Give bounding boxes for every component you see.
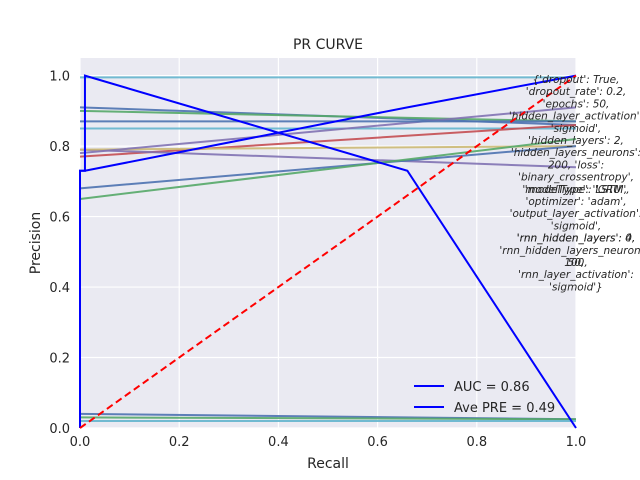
annotation-line-6: 'hidden_layers_neurons': xyxy=(511,147,640,159)
annotation-line-2: 'epochs': 50, xyxy=(543,98,610,110)
background-lines xyxy=(79,76,577,422)
annotation-line-11: 'output_layer_activation': xyxy=(510,208,640,220)
series-lines xyxy=(79,74,577,429)
y-axis-title: Precision xyxy=(28,212,44,274)
y-tick-label-3: 0.6 xyxy=(49,211,70,226)
annotation-line-4: 'sigmoid', xyxy=(551,123,601,135)
x-tick-label-1: 0.2 xyxy=(169,435,190,450)
annotation-overlap-1: 'rnn_hidden_layers': 0, xyxy=(517,233,636,245)
legend: AUC = 0.86 Ave PRE = 0.49 xyxy=(414,380,555,416)
series-line-1 xyxy=(79,74,577,428)
background-line-7 xyxy=(79,145,577,190)
y-tick-label-4: 0.8 xyxy=(49,140,70,155)
legend-label-ave-pre: Ave PRE = 0.49 xyxy=(454,401,555,416)
annotation-line-1: 'dropout_rate': 0.2, xyxy=(526,86,627,98)
x-tick-labels: 0.0 0.2 0.4 0.6 0.8 1.0 xyxy=(70,435,587,450)
annotation-line-7: 200, 'loss': xyxy=(548,159,604,171)
background-line-8 xyxy=(79,138,577,200)
annotation-line-12: 'sigmoid', xyxy=(551,220,601,232)
hyperparameter-annotation: {'dropout': True,'dropout_rate': 0.2,'ep… xyxy=(499,74,640,293)
annotation-line-14: 'rnn_hidden_layers_neurons': xyxy=(499,245,640,257)
annotation-line-13: 'rnn_hidden_layers': 4, xyxy=(517,233,636,245)
legend-label-auc: AUC = 0.86 xyxy=(454,380,530,395)
annotation-line-0: {'dropout': True, xyxy=(533,74,620,86)
y-tick-labels: 0.0 0.2 0.4 0.6 0.8 1.0 xyxy=(49,70,70,437)
chart-title: PR CURVE xyxy=(293,37,363,53)
background-line-12 xyxy=(79,416,577,421)
annotation-line-16: 'rnn_layer_activation': xyxy=(518,269,634,281)
annotation-line-3: 'hidden_layer_activation': xyxy=(509,111,640,123)
annotation-line-9: 'modelType': 'LSTM', xyxy=(522,184,629,196)
annotation-line-10: 'optimizer': 'adam', xyxy=(525,196,626,208)
x-tick-label-5: 1.0 xyxy=(566,435,587,450)
annotation-overlap-2: 50, xyxy=(568,257,585,269)
annotation-overlap-0: 'modelType': 'GRU', xyxy=(525,184,627,196)
x-tick-label-3: 0.6 xyxy=(367,435,388,450)
annotation-line-15: 100, xyxy=(564,257,587,269)
x-tick-label-4: 0.8 xyxy=(466,435,487,450)
x-axis-title: Recall xyxy=(307,456,349,472)
background-line-4 xyxy=(79,148,577,169)
background-line-1 xyxy=(79,109,577,123)
x-tick-label-2: 0.4 xyxy=(268,435,289,450)
y-tick-label-2: 0.4 xyxy=(49,281,70,296)
x-tick-label-0: 0.0 xyxy=(70,435,91,450)
y-tick-label-5: 1.0 xyxy=(49,70,70,85)
background-line-3 xyxy=(79,123,577,158)
annotation-line-5: 'hidden_layers': 2, xyxy=(528,135,624,147)
series-line-2 xyxy=(79,74,577,429)
y-tick-label-1: 0.2 xyxy=(49,352,70,367)
y-tick-label-0: 0.0 xyxy=(49,422,70,437)
background-line-6 xyxy=(79,106,577,155)
annotation-line-8: 'binary_crossentropy', xyxy=(518,172,634,184)
annotation-line-17: 'sigmoid'} xyxy=(549,281,603,293)
